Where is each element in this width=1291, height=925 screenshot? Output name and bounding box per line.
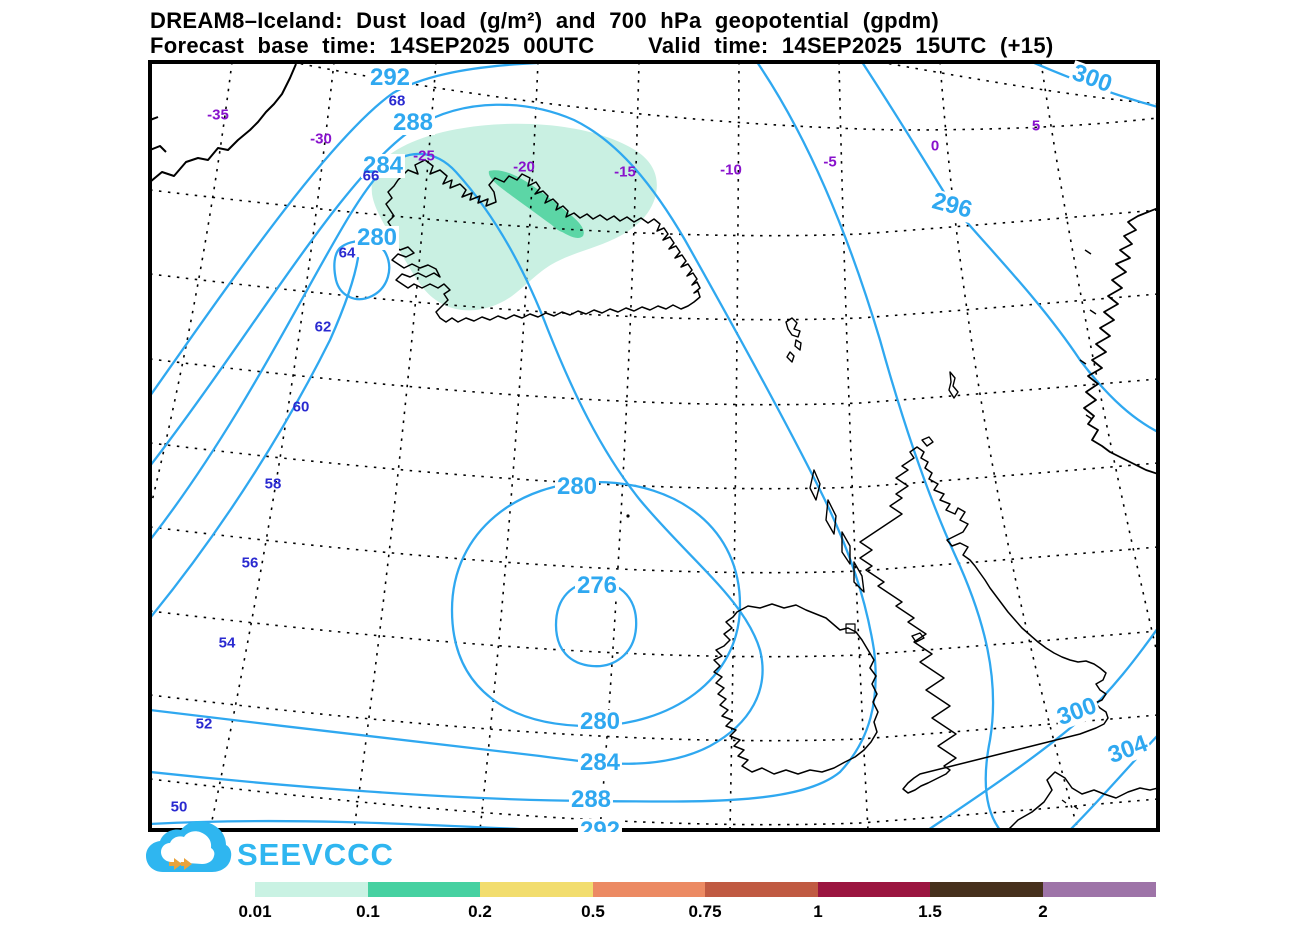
geopotential-contour-label: 280 (354, 224, 400, 251)
dust-area-medium2 (537, 196, 569, 233)
meridian-0 (939, 64, 1079, 828)
latitude-label: 54 (218, 634, 236, 652)
longitude-label: 5 (1031, 117, 1041, 135)
meridian-minus25 (353, 64, 437, 828)
latitude-label: 68 (388, 92, 406, 110)
longitude-label: -20 (513, 158, 535, 176)
geopotential-contour-label: 284 (577, 749, 623, 776)
cloud-icon-inner (161, 831, 215, 864)
coast-ireland (713, 603, 879, 775)
latitude-label: 66 (362, 167, 380, 185)
parallel-60 (152, 442, 1156, 490)
latitude-label: 60 (292, 398, 310, 416)
coast-greenland-islets (152, 116, 167, 153)
coast-shetland (948, 371, 959, 399)
coast-iceland (385, 159, 701, 323)
colorbar-tick-label: 0.75 (688, 902, 722, 921)
dust-patch-light-small2 (441, 256, 455, 268)
geopotential-contour-label: 300 (1067, 58, 1117, 99)
contour-292-east (756, 64, 1001, 828)
coast-norway (1083, 207, 1156, 475)
geopotential-contour-label: 280 (577, 708, 623, 735)
latitude-label: 52 (195, 715, 213, 733)
geopotential-contour-label: 292 (367, 64, 413, 91)
latitude-label: 62 (314, 318, 332, 336)
geopotential-contour-label: 288 (390, 109, 436, 136)
meridian-5 (1040, 64, 1156, 653)
colorbar-segment (1043, 882, 1156, 897)
colorbar-segment (818, 882, 931, 897)
contour-280-oval (450, 480, 742, 728)
longitude-label: -5 (823, 153, 837, 171)
dust-patch-light-small1 (459, 221, 477, 235)
coast-lough-neagh (845, 623, 856, 634)
colorbar-tick-label: 0.2 (468, 902, 492, 921)
coast-france (1008, 771, 1156, 828)
longitude-label: -15 (614, 163, 636, 181)
dust-load-shading (371, 123, 657, 311)
geopotential-contour-label: 292 (577, 817, 623, 844)
parallel-56 (152, 610, 1156, 658)
geopotential-contour-label: 276 (574, 572, 620, 599)
parallel-70 (886, 64, 1156, 105)
latitude-label: 56 (241, 554, 259, 572)
colorbar-tick-label: 2 (1038, 902, 1048, 921)
parallel-54 (152, 694, 1156, 742)
colorbar-segment (255, 882, 368, 897)
colorbar-segment (705, 882, 818, 897)
longitude-label: 0 (930, 137, 940, 155)
parallel-66 (152, 189, 1156, 237)
parallel-62 (152, 358, 1156, 406)
contour-292-nw (152, 64, 541, 396)
map-frame (148, 60, 1160, 832)
colorbar-tick-label: 0.5 (581, 902, 605, 921)
coast-norway-islets (1079, 249, 1097, 420)
colorbar-segment (368, 882, 481, 897)
colorbar-segment (930, 882, 1043, 897)
longitude-label: -30 (310, 130, 332, 148)
geopotential-contour-label: 296 (927, 187, 977, 224)
geopotential-contour-label: 280 (554, 473, 600, 500)
chevron-icon (169, 858, 192, 870)
coast-greenland (152, 64, 297, 182)
latitude-label: 50 (170, 798, 188, 816)
contour-280-arm (152, 256, 360, 618)
coast-faroe-islands (785, 317, 802, 363)
longitude-label: -35 (207, 106, 229, 124)
colorbar-segment (593, 882, 706, 897)
latitude-label: 58 (264, 475, 282, 493)
islet-rockall (626, 514, 630, 518)
parallel-58 (152, 526, 1156, 574)
geopotential-contour-label: 284 (360, 152, 406, 179)
colorbar-tick-label: 0.1 (356, 902, 380, 921)
longitude-label: -25 (413, 147, 435, 165)
geopotential-contour-label: 288 (568, 786, 614, 813)
meridian-minus30 (209, 64, 335, 828)
longitude-label: -10 (720, 161, 742, 179)
chart-subtitle: Forecast base time: 14SEP2025 00UTC Vali… (150, 33, 1054, 58)
colorbar-tick-label: 1.5 (918, 902, 942, 921)
coast-isle-of-man (911, 632, 925, 643)
seevccc-logo-icon (146, 820, 232, 872)
colorbar-segment (480, 882, 593, 897)
colorbar-tick-label: 0.01 (238, 902, 272, 921)
contour-296 (861, 64, 1156, 433)
chart-title: DREAM8–Iceland: Dust load (g/m²) and 700… (150, 8, 940, 33)
coast-great-britain (859, 446, 1109, 794)
parallel-52 (152, 778, 1156, 826)
coast-hebrides (809, 469, 865, 593)
geopotential-contour-label: 304 (1103, 729, 1153, 770)
seevccc-logo-text: SEEVCCC (237, 837, 394, 872)
coast-channel-islands (1061, 799, 1079, 810)
contour-292-bottom (152, 819, 522, 828)
coast-orkney (921, 436, 934, 447)
meridian-minus35 (152, 64, 233, 505)
coastlines (152, 64, 1156, 828)
latitude-label: 64 (338, 244, 356, 262)
colorbar-tick-label: 1 (813, 902, 823, 921)
geopotential-contour-label: 300 (1052, 691, 1102, 732)
